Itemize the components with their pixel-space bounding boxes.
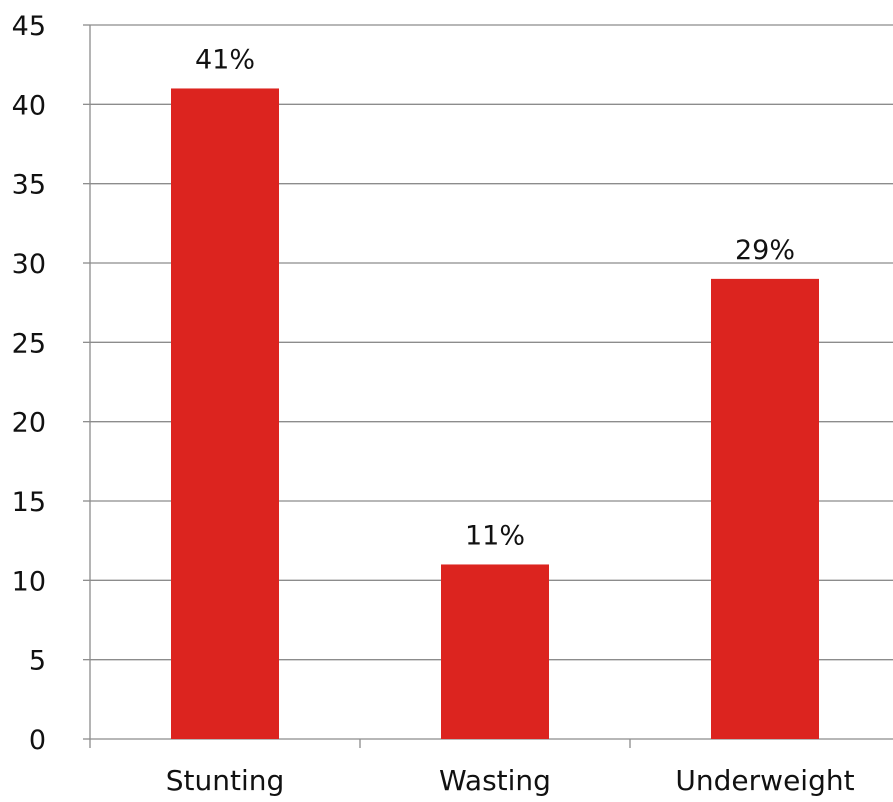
data-label-wasting: 11% bbox=[465, 520, 525, 551]
y-axis-ticks: 0 5 10 15 20 25 30 35 40 45 bbox=[12, 11, 90, 756]
y-tick-label: 40 bbox=[12, 90, 46, 121]
y-tick-label: 0 bbox=[29, 725, 46, 756]
y-tick-label: 10 bbox=[12, 566, 46, 597]
y-tick-label: 15 bbox=[12, 487, 46, 518]
bar-wasting bbox=[441, 564, 549, 739]
y-tick-label: 5 bbox=[29, 646, 46, 677]
bars bbox=[171, 88, 819, 739]
y-tick-label: 30 bbox=[12, 249, 46, 280]
data-label-stunting: 41% bbox=[195, 44, 255, 75]
y-tick-label: 25 bbox=[12, 328, 46, 359]
y-tick-label: 45 bbox=[12, 11, 46, 42]
category-label-wasting: Wasting bbox=[439, 764, 551, 797]
category-label-stunting: Stunting bbox=[166, 764, 285, 797]
y-tick-label: 20 bbox=[12, 408, 46, 439]
data-label-underweight: 29% bbox=[735, 235, 795, 266]
bar-stunting bbox=[171, 88, 279, 739]
x-axis-categories: Stunting Wasting Underweight bbox=[166, 764, 855, 797]
data-labels: 41% 11% 29% bbox=[195, 44, 795, 551]
bar-underweight bbox=[711, 278, 819, 739]
y-tick-label: 35 bbox=[12, 170, 46, 201]
category-label-underweight: Underweight bbox=[675, 764, 854, 797]
